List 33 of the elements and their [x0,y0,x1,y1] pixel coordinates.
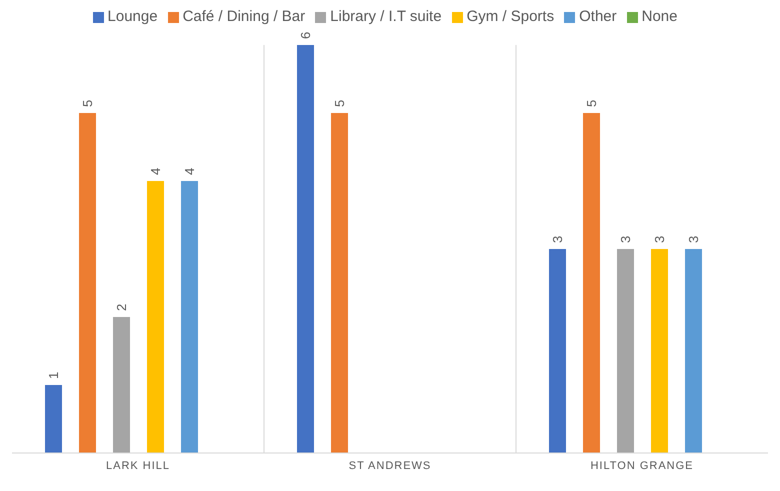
x-tick-label: HILTON GRANGE [590,460,694,472]
legend-label: Café / Dining / Bar [182,8,306,25]
data-label: 5 [332,100,347,107]
data-label: 4 [148,168,163,175]
bar [147,181,164,453]
legend-label: Library / I.T suite [330,8,442,25]
data-label: 3 [618,236,633,243]
data-label: 2 [114,304,129,311]
x-tick-label: ST ANDREWS [348,460,432,472]
x-tick-label: LARK HILL [106,460,170,472]
data-label: 3 [686,236,701,243]
legend-label: None [642,8,678,25]
data-label: 4 [182,168,197,175]
bar [651,249,668,453]
legend-label: Gym / Sports [466,8,554,25]
bar [331,113,348,453]
bar [113,317,130,453]
bar [685,249,702,453]
data-label: 3 [550,236,565,243]
bar [297,45,314,453]
legend-label: Lounge [108,8,158,25]
bar [549,249,566,453]
bar [45,385,62,453]
data-label: 1 [46,372,61,379]
bar [617,249,634,453]
data-label: 3 [652,236,667,243]
bar [583,113,600,453]
data-label: 5 [80,100,95,107]
bar [181,181,198,453]
data-label: 6 [298,32,313,39]
bar [79,113,96,453]
data-label: 5 [584,100,599,107]
legend-label: Other [579,8,617,25]
